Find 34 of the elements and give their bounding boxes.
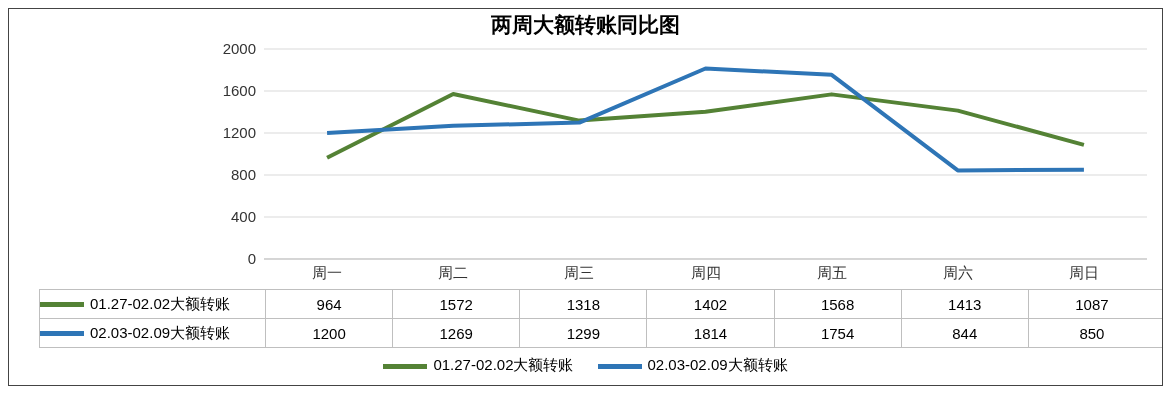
- legend-label: 01.27-02.02大额转账: [39, 290, 265, 318]
- legend-label: 02.03-02.09大额转账: [39, 319, 265, 347]
- y-tick-label: 400: [230, 208, 256, 226]
- data-label: 1200: [265, 319, 393, 347]
- y-tick-label: 800: [230, 166, 256, 184]
- data-label: 850: [1027, 319, 1155, 347]
- x-tick-label: 周三: [564, 263, 595, 281]
- x-tick-label: 周日: [1068, 263, 1099, 281]
- data-label: 1299: [519, 319, 647, 347]
- data-label: 1814: [646, 319, 774, 347]
- text: 01.27-02.02大额转账: [433, 356, 574, 373]
- x-tick-label: 周一: [312, 263, 343, 281]
- data-label: 1572: [392, 290, 520, 318]
- data-label: 844: [900, 319, 1028, 347]
- y-tick-label: 2000: [222, 40, 256, 58]
- data-label: 1318: [519, 290, 647, 318]
- data-label: 1269: [392, 319, 520, 347]
- data-label: 1568: [773, 290, 901, 318]
- data-label: 1402: [646, 290, 774, 318]
- data-label: 1413: [900, 290, 1028, 318]
- y-tick-label: 1200: [222, 124, 256, 142]
- line-series: [325, 91, 1086, 160]
- x-tick-label: 周二: [438, 263, 469, 281]
- line-series: [325, 66, 1086, 173]
- data-label: 1087: [1027, 290, 1155, 318]
- text: 02.03-02.09大额转账: [647, 356, 788, 373]
- data-label: 964: [265, 290, 393, 318]
- y-tick-label: 1600: [222, 82, 256, 100]
- y-tick-label: 0: [247, 250, 256, 268]
- x-tick-label: 周四: [690, 263, 721, 281]
- chart-title: 两周大额转账同比图: [490, 12, 681, 38]
- data-label: 1754: [773, 319, 901, 347]
- x-tick-label: 周五: [816, 263, 847, 281]
- x-tick-label: 周六: [942, 263, 973, 281]
